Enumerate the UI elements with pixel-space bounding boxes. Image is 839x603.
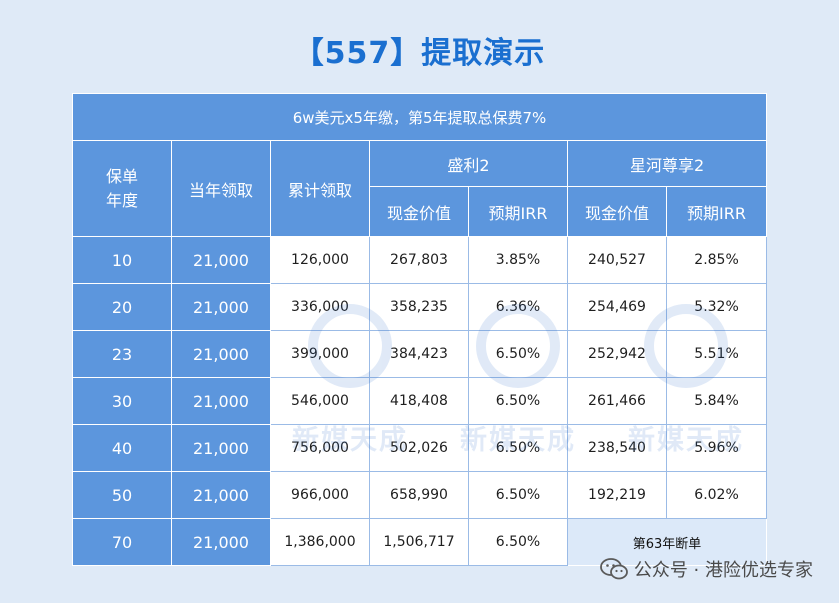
cell-annual: 21,000: [171, 471, 271, 519]
cell-b-cash: 254,469: [567, 283, 667, 331]
cell-a-cash: 658,990: [369, 471, 469, 519]
header-product-a: 盛利2: [369, 140, 568, 187]
footer-attribution: 公众号 · 港险优选专家: [599, 556, 813, 582]
cell-year: 20: [72, 283, 172, 331]
cell-year: 70: [72, 518, 172, 566]
cell-a-cash: 358,235: [369, 283, 469, 331]
table-row: 40 21,000 756,000 502,026 6.50% 238,540 …: [72, 424, 768, 472]
cell-cumulative: 1,386,000: [270, 518, 370, 566]
table-row: 10 21,000 126,000 267,803 3.85% 240,527 …: [72, 236, 768, 284]
cell-b-cash: 192,219: [567, 471, 667, 519]
cell-cumulative: 126,000: [270, 236, 370, 284]
cell-year: 40: [72, 424, 172, 472]
cell-a-irr: 6.50%: [468, 518, 568, 566]
table-row: 30 21,000 546,000 418,408 6.50% 261,466 …: [72, 377, 768, 425]
cell-year: 30: [72, 377, 172, 425]
header-a-irr: 预期IRR: [468, 186, 568, 237]
cell-b-irr: 6.02%: [665, 471, 768, 519]
cell-a-cash: 1,506,717: [369, 518, 469, 566]
cell-cumulative: 546,000: [270, 377, 370, 425]
page-title: 【557】提取演示: [293, 36, 546, 71]
cell-a-irr: 6.50%: [468, 424, 568, 472]
cell-a-cash: 502,026: [369, 424, 469, 472]
withdrawal-table: 6w美元x5年缴，第5年提取总保费7% 保单 年度 当年领取 累计领取 盛利2 …: [71, 93, 768, 566]
cell-b-cash: 261,466: [567, 377, 667, 425]
cell-a-irr: 6.50%: [468, 377, 568, 425]
header-policy-year: 保单 年度: [72, 140, 172, 237]
cell-a-cash: 418,408: [369, 377, 469, 425]
cell-annual: 21,000: [171, 236, 271, 284]
cell-a-cash: 384,423: [369, 330, 469, 378]
wechat-icon: [599, 558, 628, 580]
cell-a-irr: 6.50%: [468, 471, 568, 519]
table-row: 50 21,000 966,000 658,990 6.50% 192,219 …: [72, 471, 768, 519]
cell-cumulative: 336,000: [270, 283, 370, 331]
cell-b-cash: 240,527: [567, 236, 667, 284]
cell-annual: 21,000: [171, 377, 271, 425]
cell-a-irr: 6.50%: [468, 330, 568, 378]
cell-b-irr: 5.84%: [665, 377, 768, 425]
cell-b-irr: 5.51%: [665, 330, 768, 378]
cell-annual: 21,000: [171, 330, 271, 378]
cell-a-irr: 3.85%: [468, 236, 568, 284]
header-cumulative-withdrawal: 累计领取: [270, 140, 370, 237]
header-annual-withdrawal: 当年领取: [171, 140, 271, 237]
cell-a-cash: 267,803: [369, 236, 469, 284]
header-b-cash-value: 现金价值: [567, 186, 667, 237]
table-row: 23 21,000 399,000 384,423 6.50% 252,942 …: [72, 330, 768, 378]
table-row: 70 21,000 1,386,000 1,506,717 6.50% 第63年…: [72, 518, 768, 566]
cell-b-irr: 5.32%: [665, 283, 768, 331]
header-a-cash-value: 现金价值: [369, 186, 469, 237]
cell-cumulative: 966,000: [270, 471, 370, 519]
header-product-b: 星河尊享2: [566, 140, 768, 187]
cell-cumulative: 399,000: [270, 330, 370, 378]
cell-annual: 21,000: [171, 518, 271, 566]
cell-cumulative: 756,000: [270, 424, 370, 472]
cell-a-irr: 6.36%: [468, 283, 568, 331]
cell-b-irr: 2.85%: [665, 236, 768, 284]
table-banner: 6w美元x5年缴，第5年提取总保费7%: [71, 93, 768, 141]
footer-text: 公众号 · 港险优选专家: [633, 560, 813, 581]
cell-b-cash: 252,942: [567, 330, 667, 378]
cell-b-cash: 238,540: [567, 424, 667, 472]
cell-annual: 21,000: [171, 283, 271, 331]
cell-year: 23: [72, 330, 172, 378]
cell-b-lapse-note: 第63年断单: [566, 518, 768, 566]
cell-year: 10: [72, 236, 172, 284]
table-row: 20 21,000 336,000 358,235 6.36% 254,469 …: [72, 283, 768, 331]
header-b-irr: 预期IRR: [665, 186, 768, 237]
cell-year: 50: [72, 471, 172, 519]
cell-b-irr: 5.96%: [665, 424, 768, 472]
cell-annual: 21,000: [171, 424, 271, 472]
